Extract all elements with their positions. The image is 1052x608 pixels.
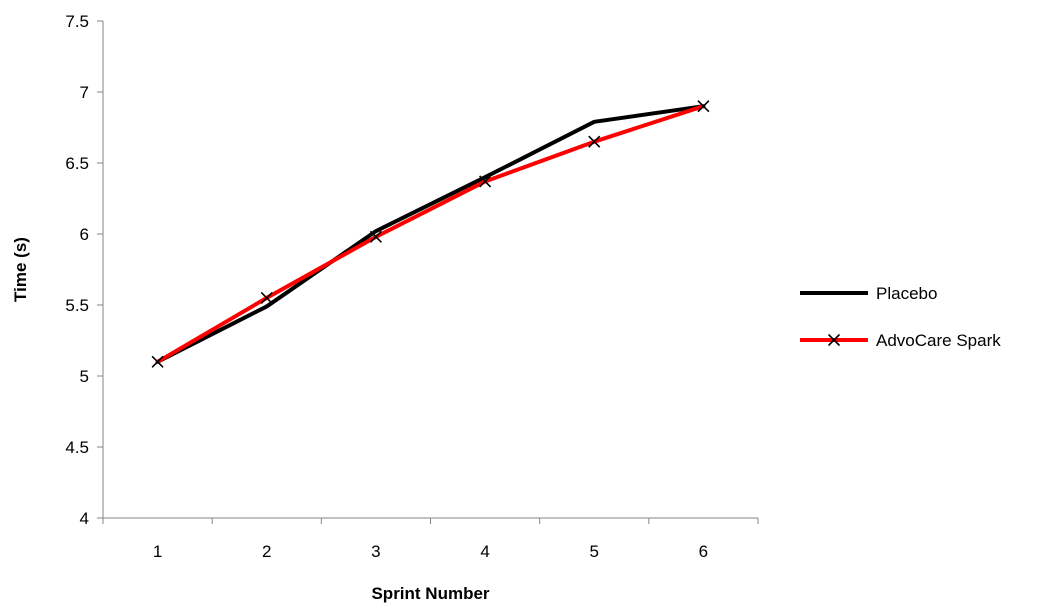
series-layer (151, 100, 710, 368)
x-tick-label: 6 (699, 542, 708, 561)
series-line-advocare-spark (155, 104, 706, 364)
x-tick-label: 3 (371, 542, 380, 561)
data-point-advocare-spark (369, 230, 382, 243)
data-point-advocare-spark (479, 175, 492, 188)
y-tick-label: 7 (80, 83, 89, 102)
x-tick-label: 5 (590, 542, 599, 561)
data-point-advocare-spark (260, 291, 273, 304)
axes (102, 21, 758, 519)
legend-label: Placebo (876, 284, 937, 303)
y-tick-label: 5 (80, 367, 89, 386)
legend-item-advocare-spark: AdvoCare Spark (800, 331, 1001, 350)
y-tick-label: 6.5 (65, 154, 89, 173)
y-tick-label: 6 (80, 225, 89, 244)
legend-label: AdvoCare Spark (876, 331, 1001, 350)
legend-item-placebo: Placebo (800, 284, 937, 303)
y-tick-label: 7.5 (65, 12, 89, 31)
legend-marker (827, 333, 841, 347)
y-axis-title: Time (s) (11, 237, 30, 302)
series-placebo (155, 104, 706, 364)
x-tick-label: 2 (262, 542, 271, 561)
y-tick-label: 5.5 (65, 296, 89, 315)
y-tick-label: 4 (80, 509, 89, 528)
data-point-advocare-spark (697, 100, 710, 113)
data-point-advocare-spark (588, 135, 601, 148)
y-axis-ticks: 4 4.5 5 5.5 6 6.5 7 7.5 (65, 12, 103, 528)
legend: Placebo AdvoCare Spark (800, 284, 1001, 350)
series-advocare-spark (151, 100, 710, 368)
x-tick-label: 4 (480, 542, 489, 561)
data-point-advocare-spark (151, 355, 164, 368)
x-axis-ticks: 1 2 3 4 5 6 (102, 518, 759, 561)
series-line-placebo (155, 104, 706, 364)
x-axis-title: Sprint Number (371, 584, 489, 603)
y-tick-label: 4.5 (65, 438, 89, 457)
x-tick-label: 1 (153, 542, 162, 561)
